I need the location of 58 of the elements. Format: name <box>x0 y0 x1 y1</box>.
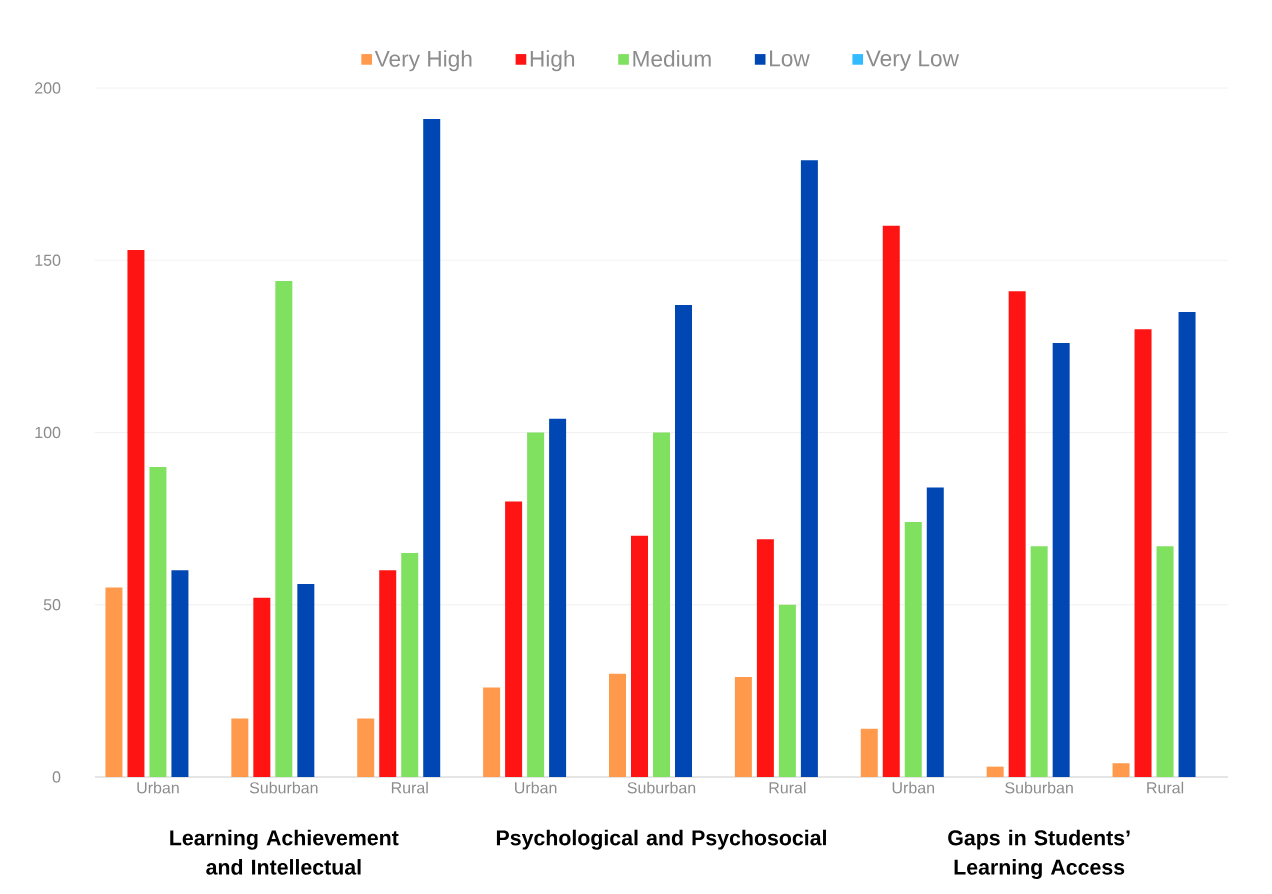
bar <box>1030 546 1048 777</box>
y-tick-label: 150 <box>35 254 61 266</box>
bar <box>778 604 796 777</box>
bar <box>904 522 922 777</box>
text: Gaps in Students’ Learning Access <box>948 829 1130 880</box>
bar <box>926 487 944 777</box>
bar <box>505 501 523 777</box>
y-tick-label: 50 <box>43 599 61 611</box>
legend-label: Low <box>770 50 810 67</box>
bar <box>357 718 375 777</box>
bar <box>756 539 774 777</box>
bar <box>1052 342 1070 777</box>
legend-label: High <box>530 50 575 72</box>
bar <box>1156 546 1174 777</box>
bar <box>652 432 670 777</box>
bar <box>609 673 626 777</box>
x-tick-label: Suburban <box>249 781 318 794</box>
bar <box>127 249 145 777</box>
bar <box>1008 291 1026 777</box>
bar <box>231 718 249 777</box>
bar <box>149 466 167 777</box>
x-tick-label: Urban <box>137 781 179 794</box>
bar <box>297 584 315 777</box>
bar <box>631 535 648 777</box>
bar <box>253 597 271 777</box>
x-tick-label: Rural <box>1147 781 1184 794</box>
bar <box>549 418 567 777</box>
bar <box>171 570 189 777</box>
bar <box>734 677 752 777</box>
text: Psychological and Psychosocial <box>496 829 826 850</box>
legend-label: Medium <box>633 50 711 67</box>
bar <box>860 728 878 777</box>
x-tick-label: Urban <box>892 781 935 794</box>
x-tick-label: Suburban <box>1005 781 1073 794</box>
legend-label: Very High <box>374 50 472 72</box>
x-tick-label: Urban <box>515 781 557 794</box>
bar <box>401 553 419 777</box>
y-tick-label: 0 <box>52 771 61 783</box>
bar <box>379 570 397 777</box>
y-tick-label: 100 <box>35 426 61 439</box>
legend-label: Very Low <box>865 50 959 71</box>
bar <box>675 305 692 777</box>
x-tick-label: Rural <box>391 781 428 794</box>
bar <box>1178 311 1196 777</box>
bar <box>882 225 900 777</box>
x-tick-label: Rural <box>769 781 806 794</box>
bar <box>423 119 441 777</box>
bar <box>105 587 123 777</box>
bar <box>483 687 501 777</box>
bar <box>275 280 293 777</box>
text: Learning Achievement and Intellectual <box>170 829 399 875</box>
bar <box>1112 763 1130 777</box>
bar <box>1134 329 1152 777</box>
y-tick-label: 200 <box>35 82 61 94</box>
bar <box>800 160 818 777</box>
bar <box>527 432 545 777</box>
x-tick-label: Suburban <box>627 781 696 794</box>
bar <box>986 766 1004 777</box>
